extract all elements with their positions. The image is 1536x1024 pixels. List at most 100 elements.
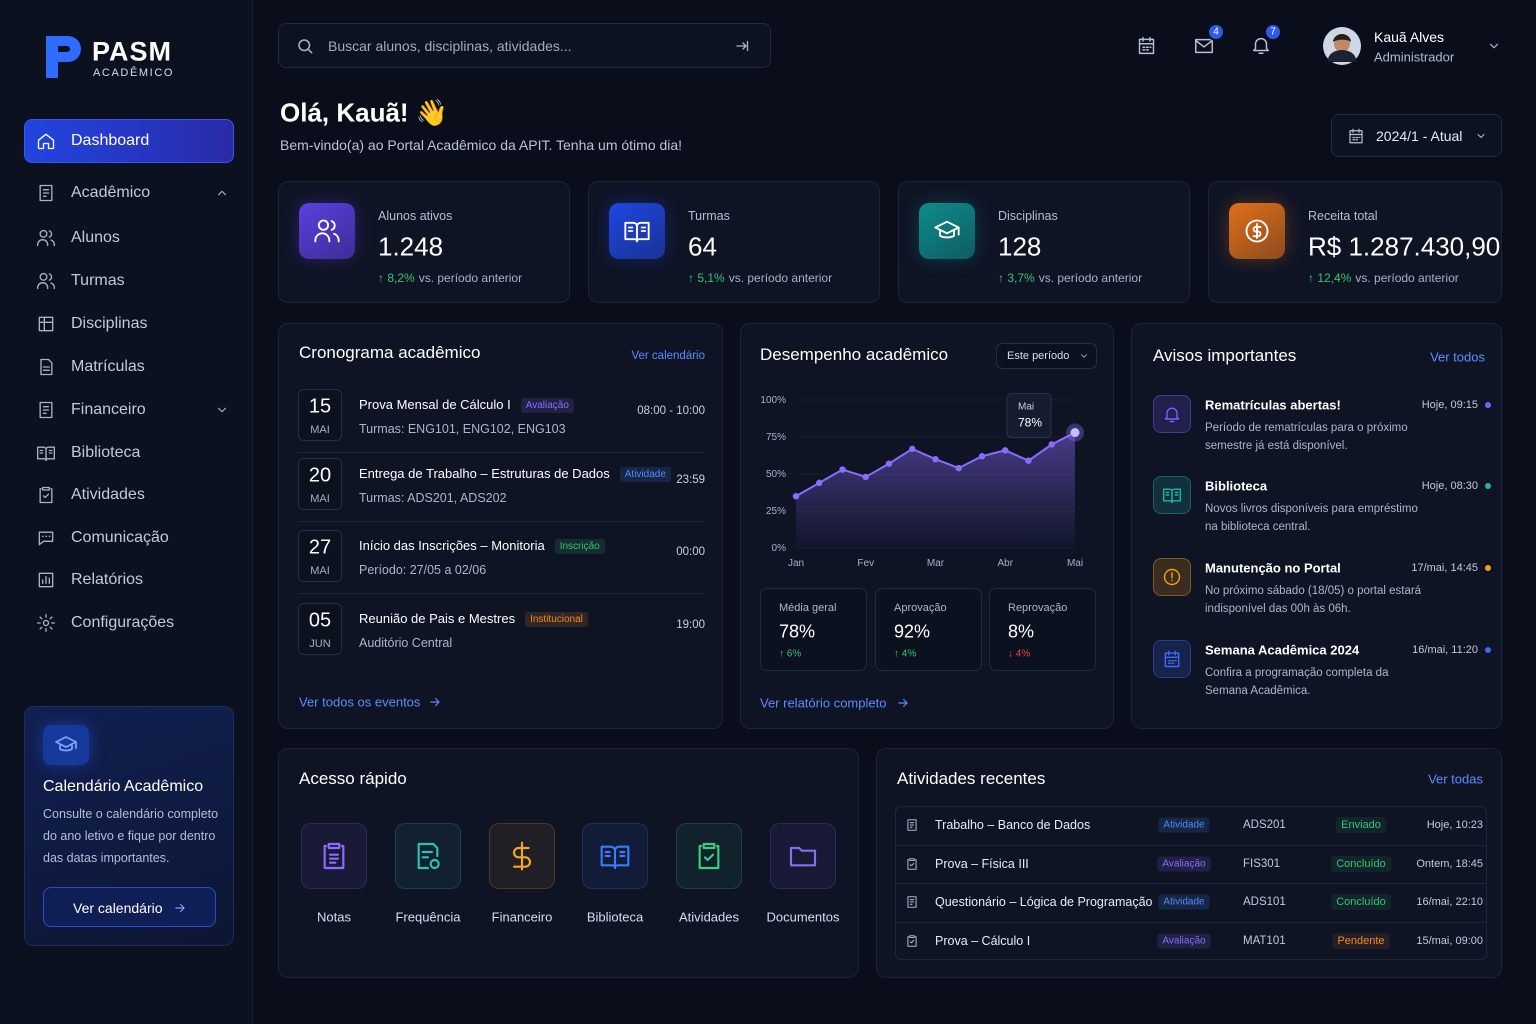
nav-item[interactable]: Financeiro xyxy=(71,401,146,418)
nav-icon[interactable] xyxy=(36,131,56,151)
filter-select[interactable]: Este período xyxy=(996,343,1097,369)
arrow-icon xyxy=(898,698,908,708)
quick-tile[interactable] xyxy=(770,823,836,889)
panel-link[interactable]: Ver todos xyxy=(1430,349,1485,365)
nav-item[interactable]: Configurações xyxy=(71,614,175,631)
nav-icon[interactable] xyxy=(36,443,56,463)
avatar-body xyxy=(1328,50,1356,62)
avatar[interactable] xyxy=(1322,26,1362,66)
panel-link[interactable]: Ver calendário xyxy=(631,350,705,362)
quick-label[interactable]: Notas xyxy=(317,909,351,925)
quick-tile[interactable] xyxy=(395,823,461,889)
quick-icon[interactable] xyxy=(412,840,444,872)
icon-path xyxy=(39,184,53,202)
summary-card: Média geral 78% ↑ 6% xyxy=(760,588,867,671)
activity-title[interactable]: Trabalho – Banco de Dados xyxy=(935,818,1091,832)
icon-path xyxy=(698,842,720,870)
calendar-button[interactable] xyxy=(1136,35,1157,56)
activity-title[interactable]: Prova – Física III xyxy=(935,856,1029,871)
nav-item[interactable]: Alunos xyxy=(71,229,120,246)
quick-tile[interactable] xyxy=(301,823,367,889)
notifications-button[interactable] xyxy=(1250,34,1272,56)
quick-label[interactable]: Financeiro xyxy=(491,909,553,925)
nav-item[interactable]: Acadêmico xyxy=(71,184,151,201)
activity-title[interactable]: Prova – Cálculo I xyxy=(935,933,1031,948)
stat-change-row: ↑ 12,4% vs. período anterior xyxy=(1308,271,1459,285)
brand-name: PASM xyxy=(92,36,173,67)
quick-icon[interactable] xyxy=(318,840,350,872)
nav-icon[interactable] xyxy=(36,400,56,420)
greeting-subtitle: Bem-vindo(a) ao Portal Acadêmico da APIT… xyxy=(280,137,683,153)
activity-title[interactable]: Questionário – Lógica de Programação xyxy=(935,895,1153,909)
search-submit-icon[interactable] xyxy=(734,37,752,55)
event-title-row: Entrega de Trabalho – Estruturas de Dado… xyxy=(359,466,671,483)
quick-label[interactable]: Atividades xyxy=(679,909,739,925)
stat-card: Turmas 64 ↑ 5,1% vs. período anterior xyxy=(588,181,880,303)
user-menu-chevron[interactable] xyxy=(1487,39,1501,53)
row-icon xyxy=(907,857,917,870)
nav-item[interactable]: Matrículas xyxy=(71,358,145,375)
icon-path xyxy=(600,845,630,870)
badge: 4 xyxy=(1207,23,1225,41)
nav-icon[interactable] xyxy=(36,314,56,334)
search-box[interactable]: Buscar alunos, disciplinas, atividades..… xyxy=(278,23,771,68)
nav-icon[interactable] xyxy=(36,357,56,377)
icon-path xyxy=(417,842,440,870)
quick-label[interactable]: Biblioteca xyxy=(586,909,644,925)
stat-icon xyxy=(314,219,340,243)
nav-chevron[interactable] xyxy=(215,403,229,417)
nav-icon[interactable] xyxy=(36,183,56,203)
nav-item[interactable]: Disciplinas xyxy=(71,315,148,332)
quick-label[interactable]: Frequência xyxy=(395,909,461,925)
promo-card: Calendário Acadêmico Consulte o calendári… xyxy=(24,706,234,946)
icon-path xyxy=(907,896,917,908)
panel-footer-link[interactable]: Ver todos os eventos xyxy=(299,694,421,710)
panel-footer-link[interactable]: Ver relatório completo xyxy=(760,695,887,711)
recent-table xyxy=(895,806,1487,960)
nav-icon[interactable] xyxy=(36,271,56,291)
notice-title: Manutenção no Portal xyxy=(1205,560,1341,576)
point xyxy=(1025,457,1032,464)
nav-icon[interactable] xyxy=(36,528,56,548)
nav-icon[interactable] xyxy=(36,485,56,505)
nav-item[interactable]: Comunicação xyxy=(71,529,169,546)
quick-tile[interactable] xyxy=(676,823,742,889)
quick-icon[interactable] xyxy=(693,840,725,872)
date-box xyxy=(298,458,342,510)
activity-time: 15/mai, 09:00 xyxy=(1416,934,1483,947)
icon-path xyxy=(1245,219,1269,243)
nav-item[interactable]: Atividades xyxy=(71,486,145,503)
period-select[interactable]: 2024/1 - Atual xyxy=(1331,114,1502,157)
event-detail: Período: 27/05 a 02/06 xyxy=(359,563,487,577)
nav-icon[interactable] xyxy=(36,228,56,248)
point xyxy=(909,445,916,453)
icon-path xyxy=(217,407,227,413)
stat-label: Disciplinas xyxy=(998,209,1058,223)
tooltip-category: Mai xyxy=(1018,402,1034,413)
nav-icon[interactable] xyxy=(36,613,56,633)
mail-button[interactable] xyxy=(1193,35,1215,57)
event-title: Reunião de Pais e Mestres xyxy=(359,610,516,626)
quick-icon[interactable] xyxy=(599,840,631,872)
icon-path xyxy=(1138,36,1155,55)
quick-icon[interactable] xyxy=(787,840,819,872)
nav-item[interactable]: Dashboard xyxy=(71,132,150,149)
nav-item[interactable]: Relatórios xyxy=(71,571,144,588)
activity-code: MAT101 xyxy=(1243,934,1286,947)
panel-link[interactable]: Ver todas xyxy=(1428,771,1483,787)
point xyxy=(792,493,800,500)
quick-icon[interactable] xyxy=(506,840,538,872)
nav-chevron[interactable] xyxy=(215,186,229,200)
event-detail: Turmas: ENG101, ENG102, ENG103 xyxy=(359,422,566,436)
nav-item[interactable]: Turmas xyxy=(71,272,125,289)
nav-item[interactable]: Biblioteca xyxy=(71,444,141,461)
activity-type: Atividade xyxy=(1158,894,1210,910)
nav-icon[interactable] xyxy=(36,570,56,590)
promo-button-label[interactable]: Ver calendário xyxy=(73,900,163,916)
notice-icon xyxy=(1162,488,1182,504)
quick-label[interactable]: Documentos xyxy=(766,909,840,925)
stat-card: Receita total R$ 1.287.430,90 ↑ 12,4% vs. p… xyxy=(1208,181,1502,303)
notice-dot xyxy=(1485,647,1491,653)
promo-button[interactable]: Ver calendário xyxy=(43,887,216,927)
stat-value: R$ 1.287.430,90 xyxy=(1308,231,1501,262)
